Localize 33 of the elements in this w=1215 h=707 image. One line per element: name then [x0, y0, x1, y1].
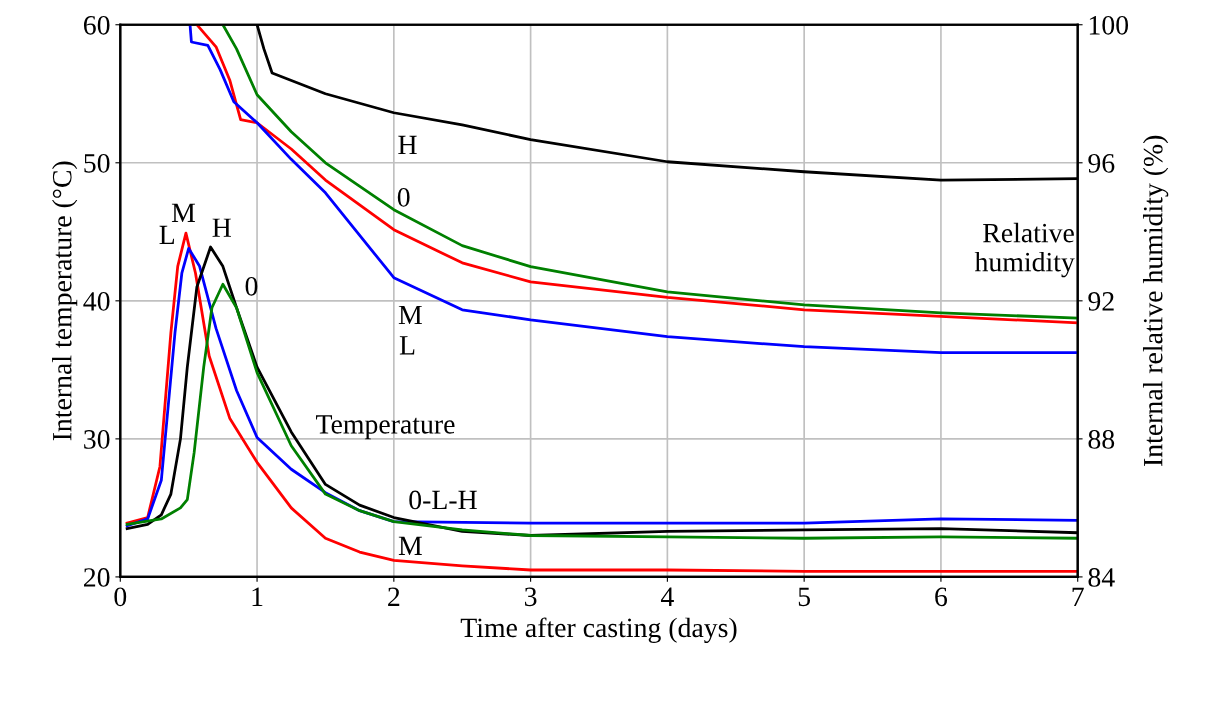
annotation: Temperature — [316, 415, 455, 440]
annotation: M — [398, 305, 422, 325]
x-tick-label: 0 — [114, 587, 127, 607]
annotation: L — [159, 225, 175, 245]
annotation: H — [398, 135, 417, 155]
y-axis-title: Internal temperature (°C) — [52, 161, 78, 441]
y-tick-label: 20 — [84, 568, 110, 587]
y-tick-label: 30 — [84, 430, 110, 449]
x-tick-label: 7 — [1072, 587, 1084, 606]
y-tick-label: 50 — [84, 153, 110, 173]
y2-tick-label: 100 — [1089, 15, 1129, 35]
y2-tick-label: 84 — [1088, 568, 1115, 587]
annotation: L — [399, 336, 415, 355]
y2-axis-title: Internal relative humidity (%) — [1142, 135, 1169, 467]
annotation: 0-L-H — [409, 490, 477, 510]
annotation: H — [212, 218, 231, 237]
annotation: M — [398, 536, 422, 555]
y-tick-label: 40 — [83, 291, 110, 311]
y2-tick-label: 88 — [1088, 430, 1115, 449]
x-axis-title: Time after casting (days) — [460, 617, 737, 643]
x-tick-label: 2 — [388, 587, 400, 606]
annotation: 0 — [245, 276, 258, 296]
y2-tick-label: 92 — [1088, 292, 1114, 311]
y-tick-label: 60 — [83, 15, 110, 35]
x-tick-label: 3 — [524, 587, 537, 607]
annotation: 0 — [397, 187, 410, 207]
x-tick-label: 6 — [935, 587, 948, 607]
x-tick-label: 4 — [660, 587, 674, 606]
annotation: Relative humidity — [974, 222, 1075, 278]
x-tick-label: 5 — [798, 587, 811, 607]
annotation: M — [171, 203, 196, 222]
y2-tick-label: 96 — [1088, 154, 1115, 173]
x-tick-label: 1 — [252, 587, 263, 606]
